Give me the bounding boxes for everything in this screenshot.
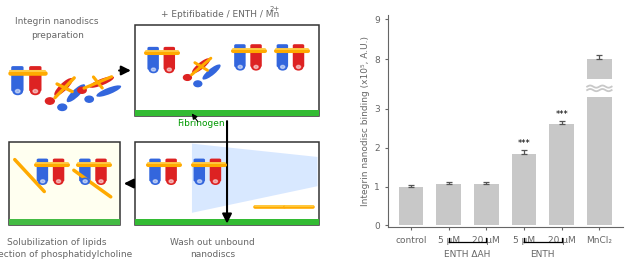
Bar <box>135 142 319 225</box>
FancyBboxPatch shape <box>234 44 246 67</box>
Text: + Eptifibatide / ENTH / Mn: + Eptifibatide / ENTH / Mn <box>160 10 279 19</box>
Circle shape <box>15 89 20 93</box>
Circle shape <box>254 65 258 68</box>
Bar <box>437 184 461 226</box>
Circle shape <box>238 65 242 68</box>
Circle shape <box>169 180 173 183</box>
FancyBboxPatch shape <box>250 44 262 67</box>
Bar <box>135 25 319 116</box>
Ellipse shape <box>192 58 210 73</box>
FancyBboxPatch shape <box>210 159 221 182</box>
Circle shape <box>153 180 157 183</box>
Bar <box>399 186 423 226</box>
Text: Solubilization of lipids: Solubilization of lipids <box>8 238 107 247</box>
Circle shape <box>165 66 173 73</box>
Text: ***: *** <box>555 110 568 119</box>
Circle shape <box>78 87 86 93</box>
FancyBboxPatch shape <box>11 66 24 91</box>
Circle shape <box>40 180 45 183</box>
FancyBboxPatch shape <box>150 159 160 182</box>
FancyBboxPatch shape <box>293 44 304 67</box>
Bar <box>512 153 536 226</box>
Circle shape <box>213 180 218 183</box>
Circle shape <box>55 178 63 184</box>
Circle shape <box>97 178 105 184</box>
Ellipse shape <box>54 78 73 96</box>
Text: 2+: 2+ <box>270 6 280 11</box>
FancyBboxPatch shape <box>166 159 177 182</box>
Text: Wash out unbound: Wash out unbound <box>170 238 255 247</box>
Circle shape <box>297 65 300 68</box>
Bar <box>550 124 574 226</box>
Circle shape <box>151 178 159 184</box>
Circle shape <box>279 64 287 70</box>
Circle shape <box>252 64 260 70</box>
FancyBboxPatch shape <box>95 159 107 182</box>
Circle shape <box>31 88 40 94</box>
Circle shape <box>194 81 202 87</box>
Circle shape <box>39 178 47 184</box>
Circle shape <box>167 68 171 71</box>
Text: Integrin nanodiscs: Integrin nanodiscs <box>15 17 99 26</box>
Bar <box>587 79 612 98</box>
Circle shape <box>211 178 220 184</box>
Circle shape <box>167 178 175 184</box>
Polygon shape <box>192 144 317 213</box>
Text: ***: *** <box>517 139 530 148</box>
Circle shape <box>56 180 60 183</box>
Circle shape <box>33 89 38 93</box>
Circle shape <box>13 88 22 94</box>
Ellipse shape <box>202 64 221 80</box>
Bar <box>9 219 120 225</box>
Text: nanodiscs: nanodiscs <box>189 250 235 259</box>
Bar <box>587 60 612 226</box>
FancyBboxPatch shape <box>277 44 288 67</box>
Circle shape <box>150 66 158 73</box>
FancyBboxPatch shape <box>29 66 42 91</box>
FancyBboxPatch shape <box>37 159 48 182</box>
Text: preparation: preparation <box>31 31 83 40</box>
Text: ENTH ΔAH: ENTH ΔAH <box>444 250 490 259</box>
Circle shape <box>281 65 285 68</box>
Ellipse shape <box>67 84 85 102</box>
Bar <box>135 110 319 116</box>
Text: Detection of phosphatidylcholine: Detection of phosphatidylcholine <box>0 250 132 259</box>
Circle shape <box>83 180 87 183</box>
Bar <box>9 142 120 225</box>
Ellipse shape <box>96 85 121 97</box>
Circle shape <box>152 68 155 71</box>
FancyBboxPatch shape <box>79 159 91 182</box>
Text: Fibrinogen: Fibrinogen <box>177 119 225 128</box>
Circle shape <box>46 98 55 104</box>
Circle shape <box>184 75 191 80</box>
Circle shape <box>99 180 103 183</box>
Bar <box>474 184 499 226</box>
FancyBboxPatch shape <box>164 47 175 70</box>
Circle shape <box>58 104 67 110</box>
FancyBboxPatch shape <box>194 159 205 182</box>
Ellipse shape <box>89 76 114 88</box>
Bar <box>135 219 319 225</box>
Circle shape <box>294 64 302 70</box>
FancyBboxPatch shape <box>53 159 64 182</box>
Circle shape <box>198 180 202 183</box>
Y-axis label: Integrin nanodisc binding (x10⁵, A.U.): Integrin nanodisc binding (x10⁵, A.U.) <box>361 36 370 206</box>
Circle shape <box>195 178 204 184</box>
Circle shape <box>85 96 93 102</box>
Circle shape <box>81 178 89 184</box>
Text: ENTH: ENTH <box>531 250 555 259</box>
Circle shape <box>236 64 245 70</box>
FancyBboxPatch shape <box>148 47 159 70</box>
